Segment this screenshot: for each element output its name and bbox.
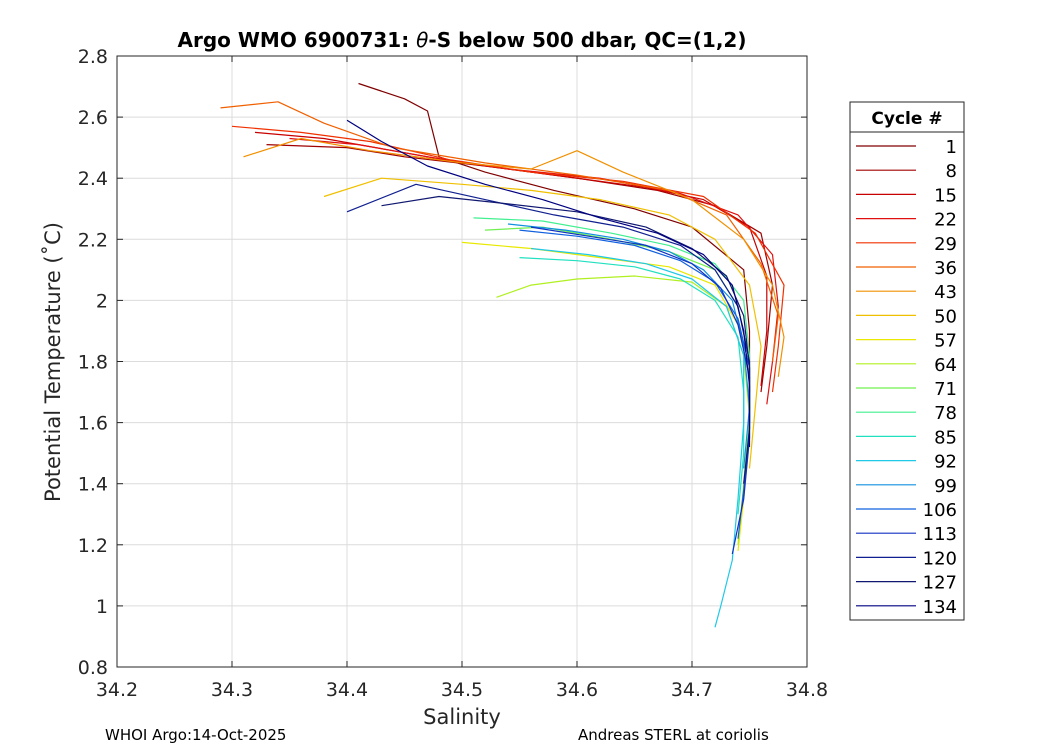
x-tick-label: 34.3: [211, 679, 253, 701]
x-tick-label: 34.8: [786, 679, 828, 701]
data-series: [220, 82, 785, 628]
legend-entry-label: 1: [946, 137, 957, 158]
legend-entry-label: 43: [934, 282, 957, 303]
legend-title: Cycle #: [871, 109, 942, 129]
y-tick-label: 2.4: [78, 168, 108, 190]
x-tick-label: 34.7: [671, 679, 713, 701]
legend-entry-label: 64: [934, 355, 957, 376]
series-line: [220, 101, 779, 362]
series-line: [473, 217, 751, 417]
y-tick-label: 0.8: [78, 657, 108, 679]
legend-entry-label: 106: [923, 500, 957, 521]
legend-entry-label: 36: [934, 258, 957, 279]
axis-ticks: 34.2 34.3 34.4 34.5 34.6 34.7 34.8 0.8 1 1.2 1.4 1.…: [78, 46, 828, 701]
series-line: [519, 257, 745, 515]
legend: Cycle # 1 8 15 22 29 36 43 50 57 64 71 78 85 92 99 106 1…: [849, 101, 965, 621]
x-tick-label: 34.6: [556, 679, 598, 701]
series-line: [346, 119, 751, 447]
legend-entry-label: 57: [934, 331, 957, 352]
y-tick-label: 2.6: [78, 107, 108, 129]
y-tick-label: 1.6: [78, 413, 108, 435]
series-line: [243, 137, 785, 377]
y-tick-label: 2: [96, 290, 108, 312]
legend-entry-label: 85: [934, 427, 957, 448]
series-line: [507, 223, 751, 469]
y-axis-label: Potential Temperature (˚C): [41, 222, 65, 502]
series-line: [530, 247, 745, 628]
y-tick-label: 1: [96, 596, 108, 618]
series-line: [530, 226, 751, 555]
legend-entry-label: 134: [923, 597, 957, 618]
series-line: [323, 177, 762, 469]
footer-source: WHOI Argo:14-Oct-2025: [105, 726, 287, 744]
y-tick-label: 2.2: [78, 229, 108, 251]
legend-entry-label: 15: [934, 185, 957, 206]
y-tick-label: 1.4: [78, 474, 108, 496]
legend-entry-label: 120: [923, 548, 957, 569]
legend-entry-label: 50: [934, 306, 957, 327]
legend-entry-label: 29: [934, 234, 957, 255]
y-tick-label: 1.2: [78, 535, 108, 557]
series-line: [358, 82, 751, 393]
x-tick-label: 34.4: [326, 679, 368, 701]
legend-entry-label: 71: [934, 379, 957, 400]
legend-entry-label: 92: [934, 452, 957, 473]
legend-entry-label: 127: [923, 573, 957, 594]
footer-author: Andreas STERL at coriolis: [578, 726, 769, 744]
legend-entry-label: 113: [923, 524, 957, 545]
legend-entry-label: 78: [934, 403, 957, 424]
legend-entry-label: 22: [934, 210, 957, 231]
chart-title: Argo WMO 6900731: θ-S below 500 dbar, QC…: [178, 28, 747, 52]
legend-entry-label: 99: [934, 476, 957, 497]
x-tick-label: 34.2: [96, 679, 138, 701]
legend-entry-label: 8: [946, 161, 957, 182]
series-line: [231, 125, 785, 393]
x-axis-label: Salinity: [423, 705, 501, 729]
y-tick-label: 2.8: [78, 46, 108, 68]
x-tick-label: 34.5: [441, 679, 483, 701]
y-tick-label: 1.8: [78, 352, 108, 374]
series-line: [289, 137, 779, 405]
